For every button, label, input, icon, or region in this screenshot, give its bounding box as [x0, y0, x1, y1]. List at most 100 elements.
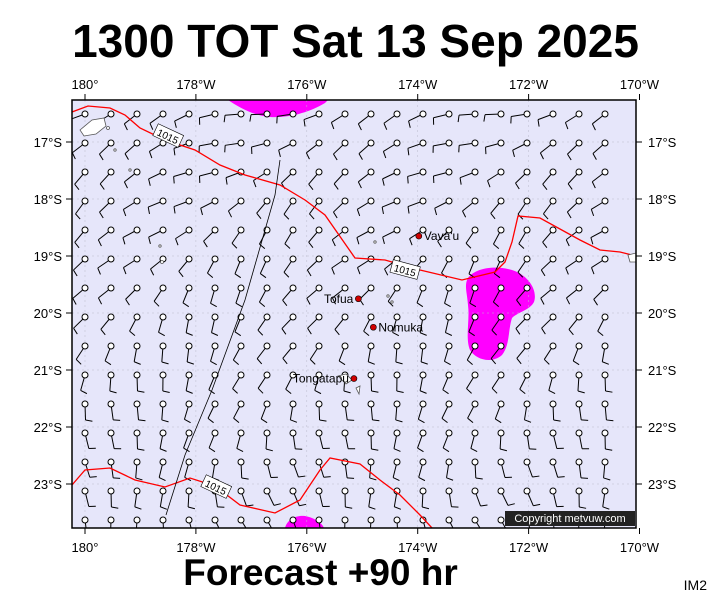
wind-barb: [407, 168, 427, 184]
wind-barb: [490, 197, 505, 220]
lat-tick-label: 21°S: [34, 363, 63, 378]
wind-barbs: [72, 110, 614, 528]
lon-tick-label: 172°W: [509, 540, 549, 555]
copyright-box: [505, 511, 635, 526]
island-dot: [160, 260, 164, 264]
wind-barb: [519, 371, 531, 395]
wind-barb: [467, 400, 479, 424]
wind-barb: [490, 342, 505, 365]
wind-barb: [382, 168, 401, 186]
wind-barb: [185, 487, 196, 510]
wind-barb: [471, 487, 488, 507]
wind-barb: [338, 342, 349, 366]
lon-tick-label: 180°: [72, 77, 99, 92]
island-dot: [390, 300, 394, 304]
wind-barb: [72, 284, 89, 305]
wind-barb: [185, 342, 194, 365]
wind-barb: [367, 371, 379, 393]
wind-barb: [549, 429, 564, 450]
wind-barb: [565, 226, 583, 247]
wind-barb: [303, 110, 323, 127]
wind-barb: [356, 197, 375, 217]
wind-barb: [483, 110, 505, 122]
wind-barb: [81, 400, 93, 422]
wind-barb: [469, 284, 479, 308]
wind-barb: [289, 458, 306, 478]
wind-barb: [367, 458, 377, 481]
wind-barb: [133, 429, 145, 451]
wind-barb: [393, 371, 404, 394]
wind-barb: [392, 458, 401, 482]
wind-barb: [183, 429, 193, 453]
wind-barb: [182, 284, 193, 308]
wind-barb: [258, 284, 271, 307]
wind-barb: [518, 226, 531, 249]
wind-barb: [129, 313, 141, 336]
fiji-island: [79, 117, 107, 137]
wind-barb: [210, 342, 219, 366]
wind-barb: [159, 342, 169, 365]
wind-barb: [393, 429, 401, 452]
island-dot: [373, 240, 377, 244]
place-dot: [415, 232, 423, 240]
wind-barb: [432, 110, 453, 125]
model-tag: IM2: [683, 577, 707, 593]
wind-barb: [419, 371, 427, 394]
wind-barb: [174, 110, 193, 128]
wind-barb: [122, 226, 141, 245]
wind-barb: [356, 226, 375, 245]
wind-barb: [104, 342, 115, 366]
wind-barb: [210, 284, 219, 308]
wind-barb: [158, 313, 167, 337]
latitude-labels-left: 17°S 18°S 19°S 20°S 21°S 22°S 23°S: [34, 135, 72, 492]
wind-barb: [97, 255, 115, 275]
wind-barb: [81, 458, 97, 478]
wind-barb: [72, 139, 89, 160]
wind-barb: [358, 139, 375, 160]
wind-barb: [357, 168, 375, 189]
island-eua: [355, 385, 361, 396]
wind-barb: [285, 371, 297, 395]
wind-barb: [334, 313, 349, 336]
wind-barb: [445, 458, 454, 481]
wind-barb: [211, 516, 220, 528]
wind-barb: [333, 168, 349, 190]
wind-barb: [153, 284, 167, 307]
wind-barb: [198, 110, 219, 125]
wind-barb: [590, 197, 609, 217]
wind-barb: [208, 371, 219, 395]
wind-barb: [468, 255, 479, 279]
wind-barb: [308, 168, 323, 191]
wind-barb: [566, 284, 583, 305]
wind-barb: [392, 313, 401, 337]
wind-barb: [99, 168, 115, 190]
wind-barb: [497, 516, 507, 528]
wind-barb: [333, 139, 349, 161]
wind-barb: [442, 371, 453, 395]
wind-barb: [601, 429, 613, 451]
wind-barb: [383, 110, 401, 130]
wind-barb: [235, 284, 245, 308]
wind-barb: [107, 400, 121, 421]
wind-barb: [367, 400, 380, 422]
wind-barb: [516, 284, 531, 306]
wind-barb: [73, 255, 89, 277]
wind-barb: [601, 400, 614, 422]
wind-barb: [314, 371, 323, 395]
wind-barb: [308, 226, 323, 249]
wind-barb: [107, 458, 121, 479]
wind-barb: [278, 139, 297, 157]
wind-barb: [542, 226, 557, 249]
wind-barb: [523, 400, 532, 423]
wind-barb: [466, 371, 479, 394]
lon-tick-label: 176°W: [287, 540, 327, 555]
wind-barb: [497, 458, 512, 479]
island-dot: [128, 168, 132, 172]
wind-barb: [97, 284, 115, 305]
wind-barb: [363, 313, 375, 337]
wind-barb: [306, 255, 323, 277]
wind-barb: [237, 516, 247, 528]
wind-barb: [516, 342, 531, 365]
wind-barb: [549, 487, 564, 508]
wind-barb: [468, 313, 479, 337]
